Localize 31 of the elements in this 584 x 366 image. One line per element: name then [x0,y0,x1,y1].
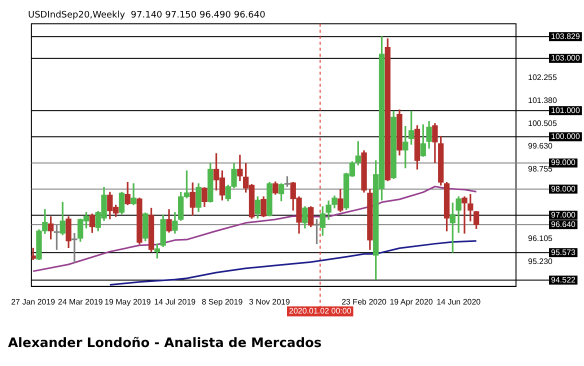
ref-line-label: 94.522 [551,275,576,284]
candlestick [462,196,468,234]
y-tick-label: 95.230 [528,256,554,266]
x-tick-label: 19 Apr 2020 [390,297,434,306]
x-tick-label: 14 Jul 2019 [154,297,196,306]
ref-line-label: 2020.01.02 00:00 [288,306,352,316]
ref-line-label: 103.829 [551,32,580,41]
ref-line-label: 98.000 [551,184,576,194]
y-tick-label: 98.755 [528,164,554,174]
y-tick-label: 100.505 [528,118,558,128]
ref-line-label: 100.000 [551,132,580,141]
ref-line-label: 99.000 [551,158,576,168]
ref-line-label: 103.000 [551,54,580,63]
ref-line-label: 97.000 [551,210,576,220]
x-tick-label: 23 Feb 2020 [342,297,388,306]
y-tick-label: 101.380 [528,96,558,105]
x-tick-label: 19 May 2019 [104,297,152,306]
chart-title: USDIndSep20,Weekly 97.140 97.150 96.490 96.640 [28,10,266,21]
x-tick-label: 8 Sep 2019 [202,297,244,306]
ref-line-label: 95.573 [551,248,576,257]
x-tick-label: 27 Jan 2019 [11,297,56,306]
x-tick-label: 24 Mar 2019 [58,297,104,306]
y-tick-label: 96.105 [528,234,554,243]
text: Alexander Londoño - Analista de Mercados [8,336,323,351]
y-tick-label: 99.630 [528,142,554,151]
x-tick-label: 14 Jun 2020 [436,297,482,306]
candlestick [72,232,78,263]
x-tick-label: 3 Nov 2019 [249,297,290,306]
ref-line-label: 96.640 [551,220,576,229]
y-tick-label: 102.255 [528,73,558,82]
ref-line-label: 101.000 [551,106,580,115]
